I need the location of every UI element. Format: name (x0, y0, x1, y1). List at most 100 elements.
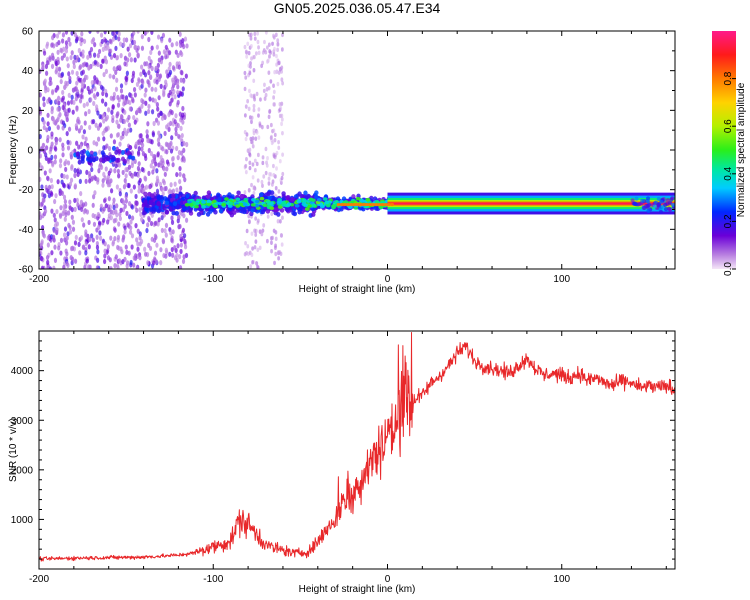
spectrogram-cell (177, 133, 181, 139)
spectrogram-cell (104, 68, 109, 74)
spectrogram-cell (256, 264, 259, 269)
spectrogram-cell (62, 173, 66, 180)
spectrogram-cell (80, 31, 84, 37)
spectrogram-cell (156, 106, 160, 112)
spectrogram-cell (336, 202, 341, 207)
spectrogram-cell (102, 136, 106, 142)
spectrogram-cell (173, 94, 177, 100)
spectrogram-cell (111, 117, 115, 124)
spectrogram-cell (93, 190, 97, 196)
spectrogram-cell (50, 184, 54, 190)
spectrogram-cell (104, 45, 108, 51)
spectrogram-cell (168, 188, 172, 194)
spectrogram-cell (79, 125, 84, 131)
spectrogram-cell (176, 122, 180, 129)
spectrogram-cell (95, 244, 100, 250)
spectrogram-cell (115, 77, 119, 83)
spectrogram-cell (55, 98, 59, 104)
spectrogram-cell (122, 98, 126, 104)
spectrogram-cell (49, 80, 53, 86)
spectrogram-cell (122, 118, 127, 125)
spectrogram-cell (107, 145, 112, 152)
spectrogram-cell (45, 175, 50, 181)
spectrogram-cell (128, 229, 133, 235)
spectrogram-cell (265, 208, 271, 214)
spectrogram-cell (124, 244, 128, 250)
spectrogram-cell (165, 159, 170, 165)
spectrogram-cell (44, 88, 48, 94)
spectrogram-cell (258, 192, 264, 198)
spectrogram-cell (103, 175, 107, 181)
snr-panel: -200 -100 0 100 1000 2000 3000 4000 Height of … (8, 330, 676, 595)
x-tick-label: -200 (29, 274, 49, 285)
spectrogram-cell (128, 154, 133, 160)
spectrogram-cell (42, 124, 46, 131)
spectrogram-cell (55, 84, 60, 91)
spectrogram-cell (254, 216, 258, 221)
snr-y-axis-label: SNR (10 * v/v) (8, 418, 19, 482)
spectrogram-cell (157, 141, 161, 147)
spectrogram-cell (43, 193, 47, 199)
spectrogram-cell (120, 249, 124, 255)
spectrogram-cell (273, 70, 277, 75)
spectrogram-cell (271, 41, 274, 46)
spectrogram-cell (92, 93, 96, 99)
spectrogram-cell (115, 184, 120, 190)
spectrogram-cell (179, 77, 183, 83)
spectrogram-cell (265, 200, 271, 204)
spectrogram-cell (130, 96, 135, 103)
spectrogram-cell (269, 172, 273, 177)
spectrogram-cell (157, 76, 161, 82)
spectrogram-cell (87, 108, 91, 115)
spectrogram-cell (175, 41, 179, 47)
spectrogram-cell (161, 158, 165, 164)
spectrogram-cell (264, 170, 268, 176)
spectrogram-cell (93, 174, 97, 180)
spectrogram-cell (94, 156, 99, 162)
spectrogram-cell (176, 52, 180, 59)
spectrogram-cell (80, 158, 85, 164)
spectrogram-cell (250, 56, 253, 61)
spectrogram-cell (267, 70, 271, 75)
spectrogram-cell (57, 66, 62, 72)
spectrogram-cell (136, 246, 140, 252)
spectrogram-cell (98, 230, 102, 236)
spectrogram-cell (248, 152, 252, 158)
spectrogram-cell (281, 171, 285, 177)
spectrogram-cell (148, 207, 154, 212)
spectrogram-cell (81, 69, 85, 75)
spectrogram-cell (66, 210, 71, 216)
spectrogram-cell (73, 258, 78, 264)
spectrogram-cell (249, 93, 253, 98)
spectrogram-cell (176, 214, 181, 220)
colorbar-tick-label: 0.8 (723, 71, 734, 85)
spectrogram-cell (56, 59, 60, 65)
spectrogram-cell (79, 93, 83, 100)
spectrogram-cell (268, 108, 272, 114)
spectrogram-cell (256, 178, 260, 183)
spectrogram-cell (104, 101, 108, 107)
spectrogram-cell (98, 80, 102, 86)
spectrogram-cell (84, 241, 88, 247)
spectrogram-cell (280, 117, 284, 122)
spectrogram-cell (144, 155, 148, 162)
spectrogram-cell (42, 119, 46, 126)
spectrogram-cell (95, 141, 99, 147)
spectrogram-cell (88, 53, 92, 59)
spectrogram-cell (157, 130, 161, 136)
spectrogram-cell (178, 166, 182, 172)
spectrogram-cell (140, 137, 145, 143)
spectrogram-cell (263, 82, 266, 87)
spectrogram-cell (39, 153, 43, 159)
spectrogram-cell (152, 207, 157, 213)
spectrogram-cell (273, 46, 276, 52)
spectrogram-cell (123, 159, 128, 165)
spectrogram-cell (48, 266, 53, 269)
spectrogram-cell (49, 177, 54, 184)
spectrogram-cell (254, 199, 260, 204)
spectrogram-cell (178, 223, 182, 230)
spectrogram-cell (56, 49, 60, 55)
spectrogram-cell (642, 206, 647, 211)
spectrogram-cell (247, 219, 251, 224)
spectrogram-cell (148, 245, 153, 251)
